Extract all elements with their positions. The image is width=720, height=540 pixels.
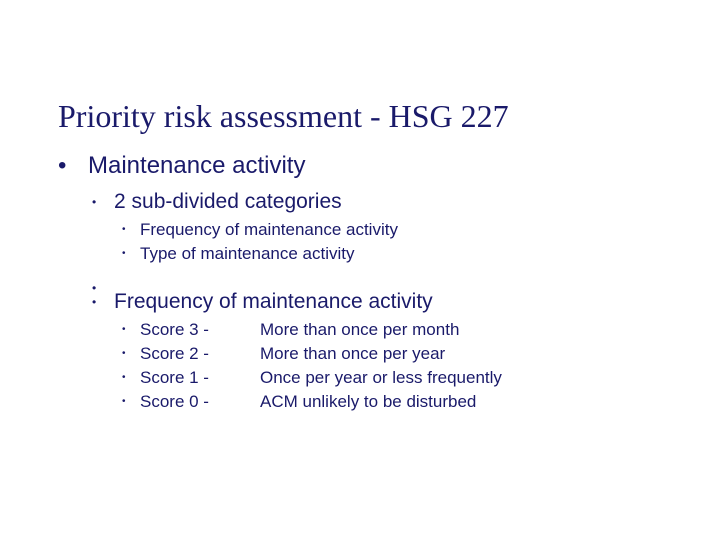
bullet-level-2: 2 sub-divided categories Frequency of ma… [88,190,678,412]
score-label: Score 0 - [140,392,260,412]
score-desc: Once per year or less frequently [260,368,502,388]
lvl3-item: Score 3 - More than once per month [114,320,678,340]
score-label: Score 1 - [140,368,260,388]
lvl3-item: Score 0 - ACM unlikely to be disturbed [114,392,678,412]
bullet-level-1: Maintenance activity 2 sub-divided categ… [58,152,678,412]
score-desc: More than once per year [260,344,445,364]
score-label: Score 3 - [140,320,260,340]
lvl1-item: Maintenance activity 2 sub-divided categ… [58,152,678,412]
lvl2-item: Frequency of maintenance activity Score … [88,290,678,412]
score-label: Score 2 - [140,344,260,364]
lvl2-text: 2 sub-divided categories [114,190,342,213]
bullet-level-3: Score 3 - More than once per month Score… [114,320,678,412]
score-desc: ACM unlikely to be disturbed [260,392,476,412]
score-row: Score 3 - More than once per month [140,320,678,340]
lvl2-item: 2 sub-divided categories Frequency of ma… [88,190,678,264]
score-desc: More than once per month [260,320,459,340]
lvl1-text: Maintenance activity [88,152,305,179]
lvl3-item: Score 1 - Once per year or less frequent… [114,368,678,388]
score-row: Score 0 - ACM unlikely to be disturbed [140,392,678,412]
lvl3-item: Score 2 - More than once per year [114,344,678,364]
lvl3-text: Frequency of maintenance activity [140,220,398,239]
slide-content: Maintenance activity 2 sub-divided categ… [58,152,678,426]
lvl2-text: Frequency of maintenance activity [114,290,433,313]
bullet-level-3: Frequency of maintenance activity Type o… [114,220,678,264]
slide-title: Priority risk assessment - HSG 227 [58,98,678,135]
lvl3-item: Frequency of maintenance activity [114,220,678,240]
score-row: Score 2 - More than once per year [140,344,678,364]
score-row: Score 1 - Once per year or less frequent… [140,368,678,388]
spacer [88,276,678,290]
slide: Priority risk assessment - HSG 227 Maint… [0,0,720,540]
lvl3-text: Type of maintenance activity [140,244,355,263]
lvl3-item: Type of maintenance activity [114,244,678,264]
